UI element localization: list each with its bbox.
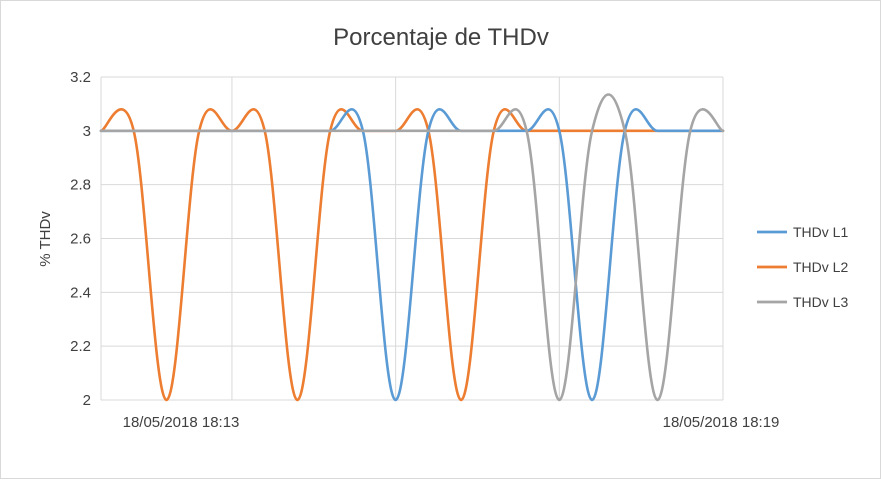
y-tick-label: 2 xyxy=(83,392,91,409)
x-tick-label: 18/05/2018 18:19 xyxy=(663,414,780,431)
y-tick-label: 2.8 xyxy=(70,177,91,194)
chart-title: Porcentaje de THDv xyxy=(333,24,549,51)
x-tick-label: 18/05/2018 18:13 xyxy=(123,414,240,431)
legend-label: THDv L3 xyxy=(793,294,848,310)
y-axis-label: % THDv xyxy=(37,211,54,267)
legend-label: THDv L2 xyxy=(793,259,848,275)
legend-label: THDv L1 xyxy=(793,224,848,240)
y-tick-label: 2.6 xyxy=(70,231,91,248)
gridlines xyxy=(100,76,724,401)
y-axis-ticks: 2 2.2 2.4 2.6 2.8 3 3.2 xyxy=(70,69,91,409)
series-line-thdv-l3 xyxy=(99,93,725,402)
y-tick-label: 3.2 xyxy=(70,69,91,86)
legend: THDv L1 THDv L2 THDv L3 xyxy=(757,224,848,310)
y-tick-label: 2.2 xyxy=(70,338,91,355)
x-axis-ticks: 18/05/2018 18:13 18/05/2018 18:19 xyxy=(123,414,780,431)
series-lines xyxy=(99,93,725,402)
y-tick-label: 3 xyxy=(83,123,91,140)
y-tick-label: 2.4 xyxy=(70,284,91,301)
